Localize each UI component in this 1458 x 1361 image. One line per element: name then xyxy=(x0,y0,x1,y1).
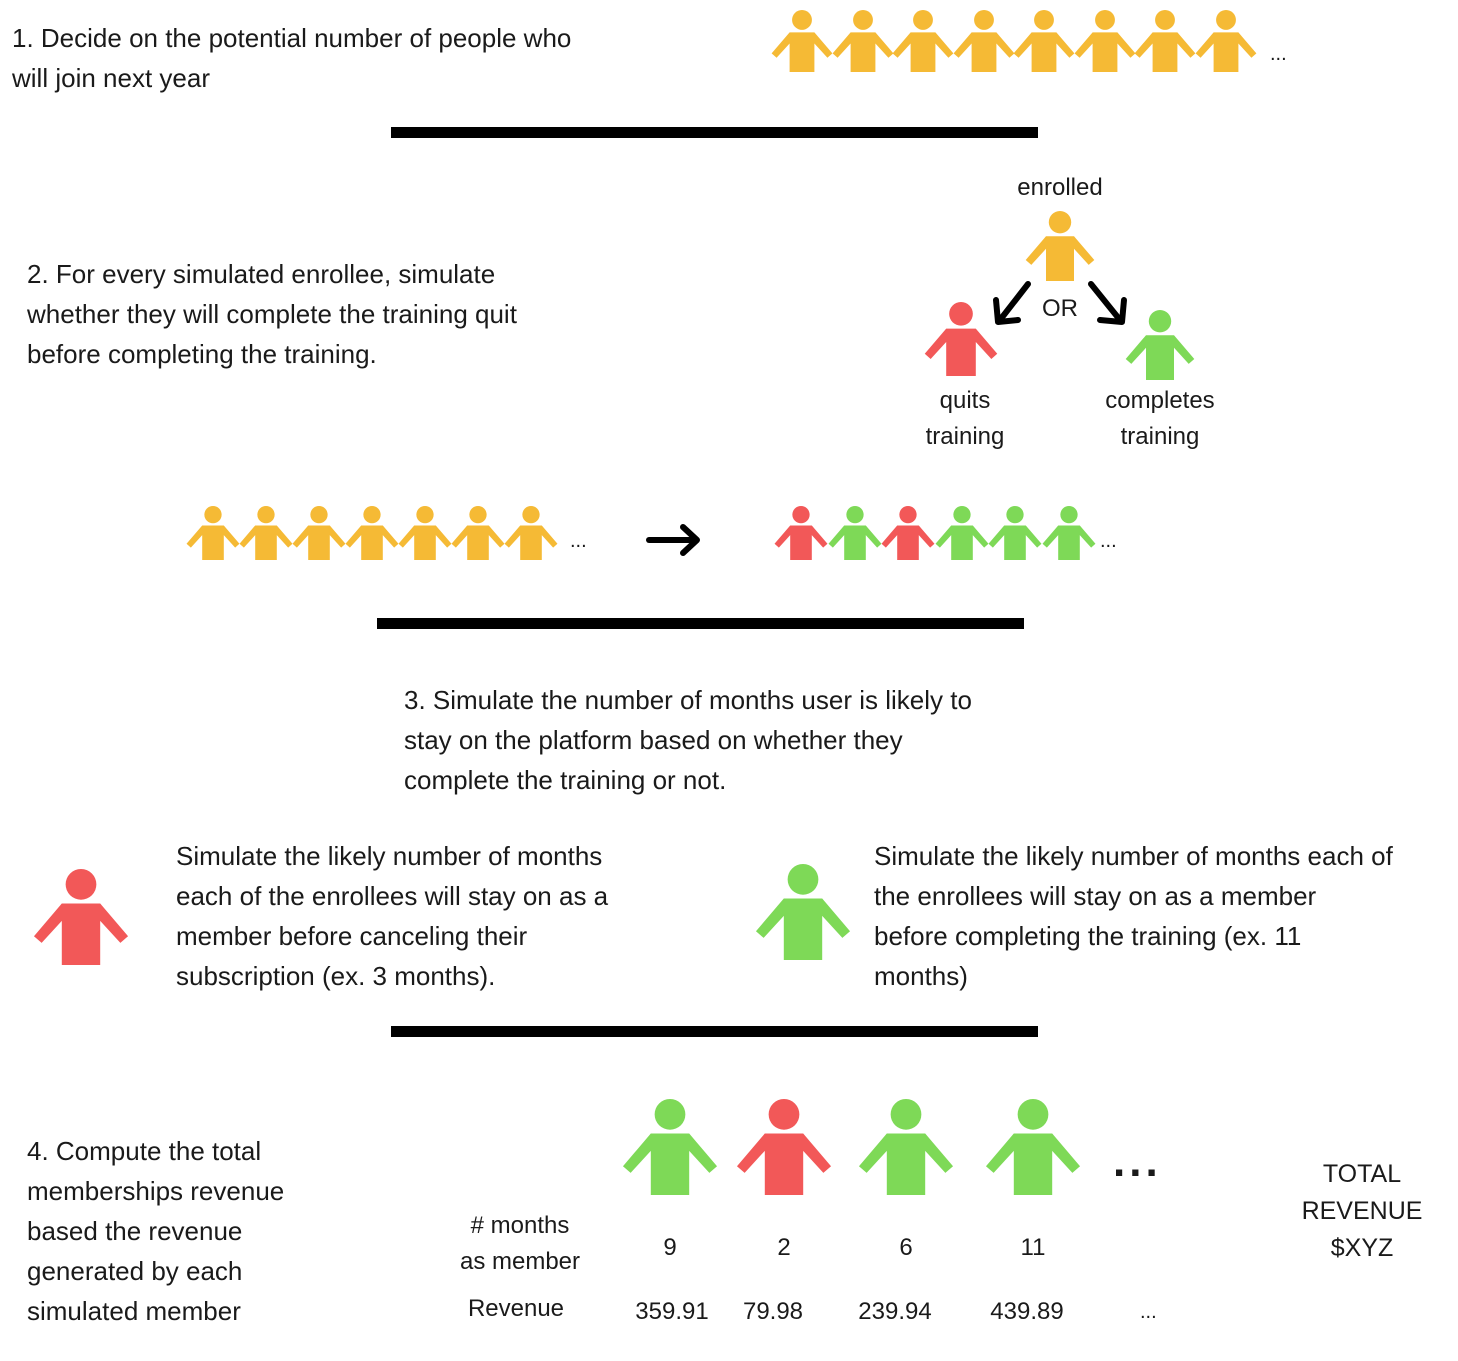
crowd-person-icon xyxy=(881,506,935,560)
crowd-person-icon xyxy=(892,10,954,72)
transform-arrow-icon xyxy=(646,524,700,556)
crowd-person-icon xyxy=(239,506,293,560)
tree-root-label: enrolled xyxy=(1017,174,1103,201)
member-revenue: 439.89 xyxy=(990,1298,1064,1325)
months-row-label: # months as member xyxy=(459,1212,581,1275)
arrow-right-icon xyxy=(1088,281,1127,325)
crowd-person-icon xyxy=(345,506,399,560)
revenue-ellipsis: ... xyxy=(1140,1301,1157,1323)
step3-quit-text: Simulate the likely number of months eac… xyxy=(176,841,609,991)
member-person-icon xyxy=(858,1099,954,1195)
step4-text: 4. Compute the total memberships revenue… xyxy=(27,1136,285,1326)
step1-ellipsis: ... xyxy=(1270,43,1287,65)
member-months: 6 xyxy=(899,1234,913,1261)
arrow-left-icon xyxy=(993,281,1031,325)
crowd-person-icon xyxy=(953,10,1014,72)
step2-text: 2. For every simulated enrollee, simulat… xyxy=(27,259,517,369)
crowd-person-icon xyxy=(988,506,1042,560)
quits-person-icon xyxy=(924,302,998,376)
crowd-person-icon xyxy=(504,506,558,560)
crowd-person-icon xyxy=(1042,506,1095,560)
divider-3 xyxy=(391,1026,1038,1037)
crowd-person-icon xyxy=(451,506,505,560)
step3-complete-text: Simulate the likely number of months eac… xyxy=(874,841,1393,991)
enrolled-person-icon xyxy=(1025,211,1095,281)
member-months: 2 xyxy=(777,1234,791,1261)
member-person-icon xyxy=(622,1099,718,1195)
crowd-person-icon xyxy=(398,506,452,560)
divider-2 xyxy=(377,618,1024,629)
crowd-person-icon xyxy=(1013,10,1075,72)
members-ellipsis: ... xyxy=(1113,1137,1162,1186)
member-revenue: 359.91 xyxy=(635,1298,709,1325)
tree-or-label: OR xyxy=(1042,295,1078,322)
complete-person-icon xyxy=(755,864,851,960)
member-person-icon xyxy=(985,1099,1081,1195)
total-revenue: TOTAL REVENUE $XYZ xyxy=(1301,1160,1423,1262)
divider-1 xyxy=(391,127,1038,138)
member-person-icon xyxy=(736,1099,832,1195)
crowd-person-icon xyxy=(828,506,881,560)
crowd-person-icon xyxy=(186,506,240,560)
crowd-person-icon xyxy=(1195,10,1256,72)
crowd-person-icon xyxy=(771,10,833,72)
crowd-person-icon xyxy=(774,506,828,560)
tree-completes-label: completes training xyxy=(1105,387,1215,450)
crowd-person-icon xyxy=(1134,10,1196,72)
member-revenue: 239.94 xyxy=(858,1298,932,1325)
crowd-person-icon xyxy=(292,506,346,560)
step1-text: 1. Decide on the potential number of peo… xyxy=(12,23,572,93)
quit-person-icon xyxy=(33,869,129,965)
crowd-person-icon xyxy=(832,10,893,72)
step2-ellipsis-after: ... xyxy=(1100,530,1117,552)
completes-person-icon xyxy=(1125,310,1195,380)
step2-ellipsis-before: ... xyxy=(570,530,587,552)
member-revenue: 79.98 xyxy=(742,1298,804,1325)
tree-quits-label: quits training xyxy=(925,387,1005,450)
step3-text: 3. Simulate the number of months user is… xyxy=(404,685,972,795)
crowd-person-icon xyxy=(1074,10,1135,72)
crowd-person-icon xyxy=(935,506,988,560)
revenue-row-label: Revenue xyxy=(467,1295,565,1322)
member-months: 9 xyxy=(663,1234,677,1261)
member-months: 11 xyxy=(1020,1234,1046,1261)
